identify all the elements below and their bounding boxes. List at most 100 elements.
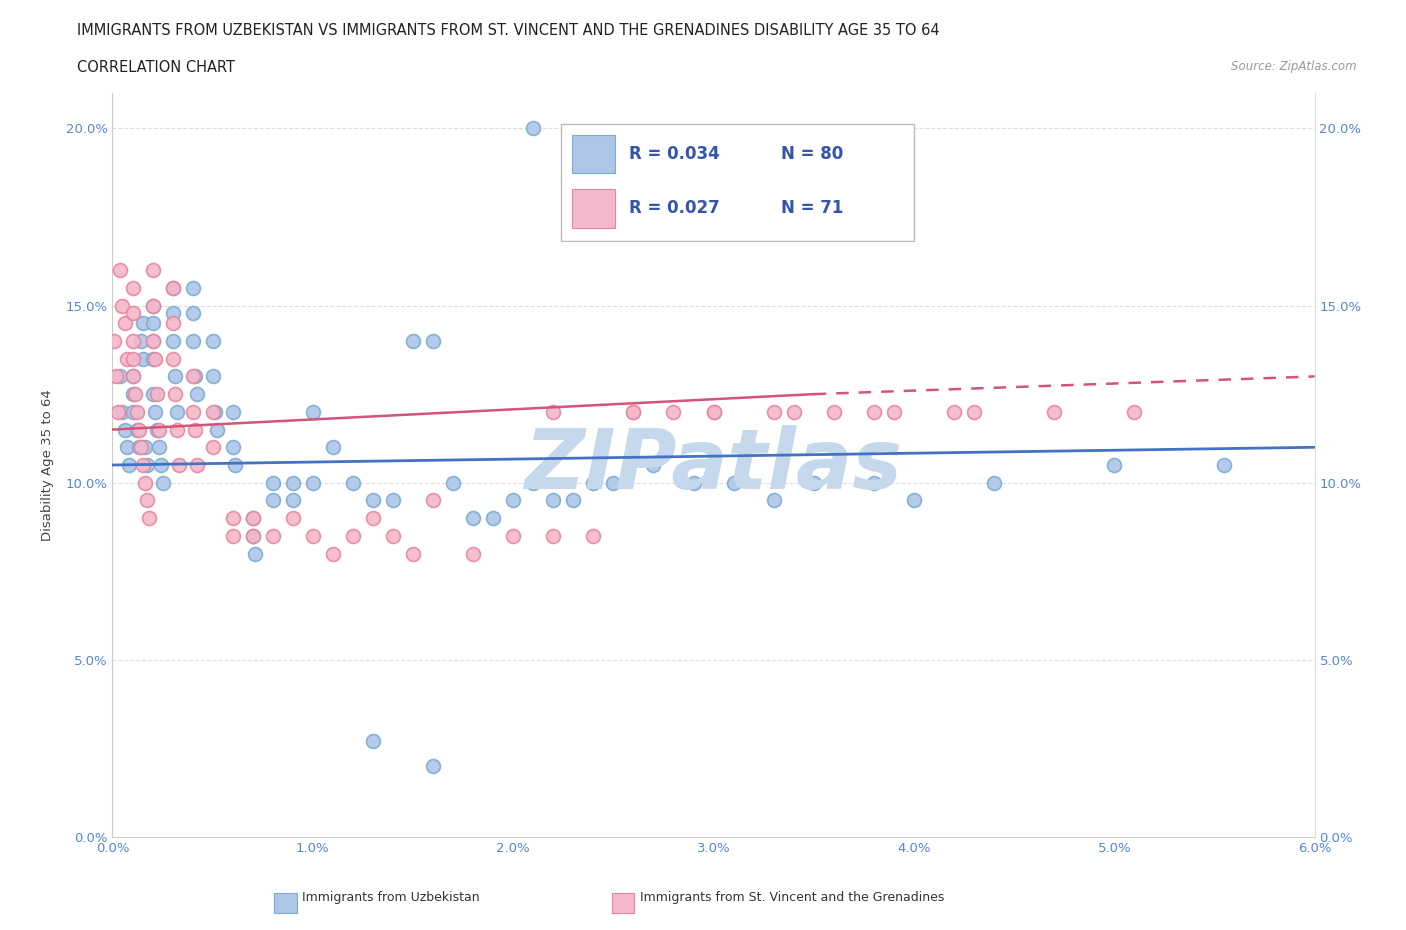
Point (302, 405, 325, 419)
Point (141, 352, 163, 366)
Point (621, 405, 644, 419)
Point (322, 440, 344, 455)
Point (342, 475, 364, 490)
Text: ZIPatlas: ZIPatlas (524, 424, 903, 506)
Point (103, 334, 125, 349)
Point (422, 759, 444, 774)
Point (281, 475, 304, 490)
Point (135, 458, 157, 472)
Point (222, 528, 245, 543)
Point (883, 405, 905, 419)
Point (141, 334, 163, 349)
Point (602, 475, 624, 490)
Point (643, 458, 665, 472)
Point (181, 334, 204, 349)
Point (803, 475, 825, 490)
Point (243, 546, 266, 561)
Point (148, 422, 170, 437)
Point (114, 422, 136, 437)
Point (382, 528, 405, 543)
Point (204, 405, 226, 419)
Point (823, 405, 845, 419)
Point (302, 528, 325, 543)
Point (141, 334, 163, 349)
Point (124, 387, 146, 402)
Point (183, 422, 205, 437)
Point (163, 387, 186, 402)
Point (183, 369, 205, 384)
Point (201, 334, 224, 349)
Point (121, 369, 143, 384)
Point (121, 305, 143, 320)
Point (141, 262, 163, 277)
Point (1213, 458, 1236, 472)
Point (134, 440, 156, 455)
Point (181, 405, 204, 419)
Point (105, 369, 128, 384)
Point (121, 352, 143, 366)
Point (167, 458, 190, 472)
Point (166, 405, 188, 419)
Point (131, 316, 153, 331)
Point (502, 528, 524, 543)
Point (114, 316, 136, 331)
Point (402, 334, 425, 349)
Point (121, 281, 143, 296)
Point (141, 299, 163, 313)
Point (302, 475, 325, 490)
Point (482, 511, 505, 525)
Point (111, 299, 134, 313)
Point (762, 493, 785, 508)
Point (125, 405, 148, 419)
Point (162, 334, 184, 349)
Point (162, 352, 184, 366)
Point (242, 528, 264, 543)
Point (262, 475, 284, 490)
Point (242, 511, 264, 525)
Point (543, 405, 565, 419)
Point (110, 369, 132, 384)
Point (186, 387, 208, 402)
Text: Immigrants from St. Vincent and the Grenadines: Immigrants from St. Vincent and the Gren… (640, 891, 943, 904)
Point (1123, 405, 1146, 419)
Point (135, 493, 157, 508)
Point (201, 369, 224, 384)
Point (361, 734, 384, 749)
Point (903, 493, 925, 508)
Point (281, 511, 304, 525)
Point (145, 387, 167, 402)
Point (148, 440, 170, 455)
Point (262, 528, 284, 543)
Point (107, 405, 129, 419)
Point (145, 422, 167, 437)
Point (441, 475, 464, 490)
Point (522, 121, 544, 136)
Point (115, 440, 138, 455)
Point (582, 475, 605, 490)
Point (943, 405, 966, 419)
Point (222, 511, 245, 525)
Point (205, 422, 228, 437)
Point (543, 528, 565, 543)
Point (762, 405, 785, 419)
Point (181, 369, 204, 384)
Point (128, 422, 150, 437)
Point (682, 475, 704, 490)
Point (110, 262, 132, 277)
Point (163, 369, 186, 384)
Point (224, 458, 246, 472)
Point (129, 440, 152, 455)
Point (121, 387, 143, 402)
Point (723, 475, 745, 490)
Point (562, 493, 585, 508)
Point (862, 475, 886, 490)
Point (149, 458, 172, 472)
Point (242, 528, 264, 543)
Point (111, 405, 134, 419)
Point (702, 405, 725, 419)
Point (662, 405, 685, 419)
Point (402, 546, 425, 561)
Point (152, 475, 174, 490)
Point (186, 458, 208, 472)
Point (131, 458, 153, 472)
